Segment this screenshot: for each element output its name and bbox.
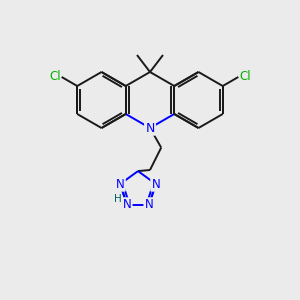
Text: H: H: [114, 194, 122, 204]
Text: N: N: [123, 198, 131, 212]
Text: N: N: [116, 178, 124, 190]
Text: N: N: [145, 198, 153, 212]
Text: Cl: Cl: [49, 70, 61, 83]
Text: N: N: [145, 122, 155, 134]
Text: N: N: [152, 178, 160, 190]
Text: Cl: Cl: [239, 70, 251, 83]
